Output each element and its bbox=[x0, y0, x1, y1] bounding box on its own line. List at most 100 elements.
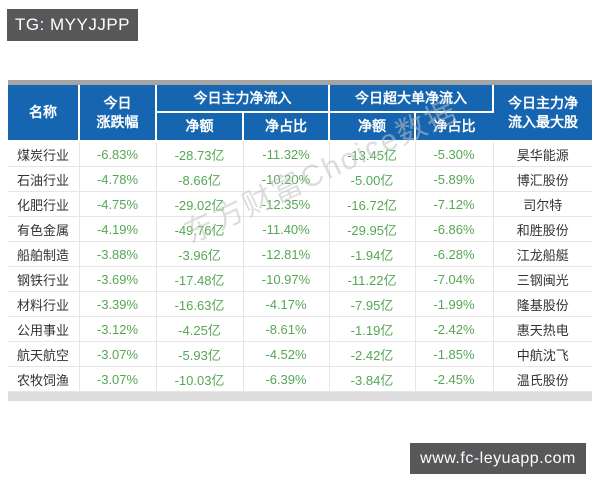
main-net-amount-cell: -49.76亿 bbox=[156, 216, 244, 242]
super-net-ratio-cell: -2.45% bbox=[415, 366, 494, 392]
main-net-ratio-cell: -12.35% bbox=[243, 191, 330, 217]
table-row[interactable]: 公用事业 -3.12% -4.25亿 -8.61% -1.19亿 -2.42% … bbox=[8, 316, 592, 342]
change-percent-cell: -4.78% bbox=[79, 166, 157, 192]
super-net-amount-cell: -16.72亿 bbox=[329, 191, 416, 217]
main-net-amount-cell: -10.03亿 bbox=[156, 366, 244, 392]
main-net-amount-cell: -5.93亿 bbox=[156, 341, 244, 367]
change-percent-cell: -3.69% bbox=[79, 266, 157, 292]
sector-name-cell: 材料行业 bbox=[8, 291, 80, 317]
super-net-amount-cell: -29.95亿 bbox=[329, 216, 416, 242]
super-net-ratio-cell: -1.85% bbox=[415, 341, 494, 367]
top-inflow-stock-cell: 隆基股份 bbox=[493, 291, 592, 317]
main-net-ratio-cell: -10.97% bbox=[243, 266, 330, 292]
main-net-ratio-cell: -8.61% bbox=[243, 316, 330, 342]
main-net-amount-cell: -29.02亿 bbox=[156, 191, 244, 217]
main-net-amount-cell: -16.63亿 bbox=[156, 291, 244, 317]
col-header-name: 名称 bbox=[8, 85, 80, 142]
col-header-top-stock-line1: 今日主力净 bbox=[508, 95, 578, 112]
main-net-ratio-cell: -11.32% bbox=[243, 141, 330, 167]
top-inflow-stock-cell: 和胜股份 bbox=[493, 216, 592, 242]
col-header-main-net-amount: 净额 bbox=[156, 112, 244, 142]
main-net-ratio-cell: -12.81% bbox=[243, 241, 330, 267]
sector-fund-flow-table: 名称 今日 涨跌幅 今日主力净流入 今日超大单净流入 今日主力净 流入最大股 净… bbox=[8, 85, 592, 392]
table-row[interactable]: 有色金属 -4.19% -49.76亿 -11.40% -29.95亿 -6.8… bbox=[8, 216, 592, 242]
super-net-amount-cell: -3.84亿 bbox=[329, 366, 416, 392]
super-net-amount-cell: -13.45亿 bbox=[329, 141, 416, 167]
top-inflow-stock-cell: 江龙船艇 bbox=[493, 241, 592, 267]
top-inflow-stock-cell: 温氏股份 bbox=[493, 366, 592, 392]
super-net-amount-cell: -11.22亿 bbox=[329, 266, 416, 292]
change-percent-cell: -3.12% bbox=[79, 316, 157, 342]
telegram-promo-badge: TG: MYYJJPP bbox=[7, 9, 138, 41]
col-header-main-net-ratio: 净占比 bbox=[243, 112, 330, 142]
top-inflow-stock-cell: 昊华能源 bbox=[493, 141, 592, 167]
change-percent-cell: -4.19% bbox=[79, 216, 157, 242]
col-header-super-net-ratio: 净占比 bbox=[415, 112, 493, 142]
table-row[interactable]: 航天航空 -3.07% -5.93亿 -4.52% -2.42亿 -1.85% … bbox=[8, 341, 592, 367]
main-net-ratio-cell: -11.40% bbox=[243, 216, 330, 242]
super-net-amount-cell: -1.94亿 bbox=[329, 241, 416, 267]
top-inflow-stock-cell: 三钢闽光 bbox=[493, 266, 592, 292]
change-percent-cell: -3.07% bbox=[79, 366, 157, 392]
table-row[interactable]: 石油行业 -4.78% -8.66亿 -10.20% -5.00亿 -5.89%… bbox=[8, 166, 592, 192]
sector-name-cell: 农牧饲渔 bbox=[8, 366, 80, 392]
table-row[interactable]: 煤炭行业 -6.83% -28.73亿 -11.32% -13.45亿 -5.3… bbox=[8, 141, 592, 167]
super-net-ratio-cell: -2.42% bbox=[415, 316, 494, 342]
super-net-ratio-cell: -6.28% bbox=[415, 241, 494, 267]
table-row[interactable]: 船舶制造 -3.88% -3.96亿 -12.81% -1.94亿 -6.28%… bbox=[8, 241, 592, 267]
col-header-change-line1: 今日 bbox=[103, 95, 132, 112]
super-net-ratio-cell: -5.89% bbox=[415, 166, 494, 192]
super-net-ratio-cell: -6.86% bbox=[415, 216, 494, 242]
sector-name-cell: 有色金属 bbox=[8, 216, 80, 242]
change-percent-cell: -4.75% bbox=[79, 191, 157, 217]
super-net-amount-cell: -2.42亿 bbox=[329, 341, 416, 367]
main-net-ratio-cell: -4.17% bbox=[243, 291, 330, 317]
top-inflow-stock-cell: 中航沈飞 bbox=[493, 341, 592, 367]
col-header-change-line2: 涨跌幅 bbox=[96, 113, 139, 130]
sector-name-cell: 煤炭行业 bbox=[8, 141, 80, 167]
sector-name-cell: 钢铁行业 bbox=[8, 266, 80, 292]
main-net-ratio-cell: -4.52% bbox=[243, 341, 330, 367]
col-header-main-inflow-group: 今日主力净流入 bbox=[156, 85, 330, 113]
col-header-top-stock: 今日主力净 流入最大股 bbox=[493, 85, 592, 142]
top-inflow-stock-cell: 博汇股份 bbox=[493, 166, 592, 192]
top-inflow-stock-cell: 惠天热电 bbox=[493, 316, 592, 342]
change-percent-cell: -6.83% bbox=[79, 141, 157, 167]
sector-name-cell: 船舶制造 bbox=[8, 241, 80, 267]
sector-name-cell: 化肥行业 bbox=[8, 191, 80, 217]
super-net-amount-cell: -5.00亿 bbox=[329, 166, 416, 192]
main-net-ratio-cell: -10.20% bbox=[243, 166, 330, 192]
main-net-ratio-cell: -6.39% bbox=[243, 366, 330, 392]
sector-name-cell: 公用事业 bbox=[8, 316, 80, 342]
main-net-amount-cell: -4.25亿 bbox=[156, 316, 244, 342]
super-net-ratio-cell: -5.30% bbox=[415, 141, 494, 167]
fund-flow-table: 名称 今日 涨跌幅 今日主力净流入 今日超大单净流入 今日主力净 流入最大股 净… bbox=[8, 80, 592, 401]
col-header-top-stock-line2: 流入最大股 bbox=[508, 113, 578, 130]
top-inflow-stock-cell: 司尔特 bbox=[493, 191, 592, 217]
super-net-ratio-cell: -7.04% bbox=[415, 266, 494, 292]
col-header-super-inflow-group: 今日超大单净流入 bbox=[329, 85, 494, 113]
main-net-amount-cell: -8.66亿 bbox=[156, 166, 244, 192]
main-net-amount-cell: -28.73亿 bbox=[156, 141, 244, 167]
change-percent-cell: -3.88% bbox=[79, 241, 157, 267]
table-header: 名称 今日 涨跌幅 今日主力净流入 今日超大单净流入 今日主力净 流入最大股 净… bbox=[8, 85, 592, 142]
main-net-amount-cell: -17.48亿 bbox=[156, 266, 244, 292]
table-row[interactable]: 化肥行业 -4.75% -29.02亿 -12.35% -16.72亿 -7.1… bbox=[8, 191, 592, 217]
table-row[interactable]: 钢铁行业 -3.69% -17.48亿 -10.97% -11.22亿 -7.0… bbox=[8, 266, 592, 292]
change-percent-cell: -3.39% bbox=[79, 291, 157, 317]
sector-name-cell: 石油行业 bbox=[8, 166, 80, 192]
col-header-super-net-amount: 净额 bbox=[329, 112, 416, 142]
table-row[interactable]: 农牧饲渔 -3.07% -10.03亿 -6.39% -3.84亿 -2.45%… bbox=[8, 366, 592, 392]
main-net-amount-cell: -3.96亿 bbox=[156, 241, 244, 267]
website-promo-badge: www.fc-leyuapp.com bbox=[410, 443, 586, 474]
change-percent-cell: -3.07% bbox=[79, 341, 157, 367]
col-header-change: 今日 涨跌幅 bbox=[79, 85, 157, 142]
super-net-ratio-cell: -7.12% bbox=[415, 191, 494, 217]
super-net-amount-cell: -1.19亿 bbox=[329, 316, 416, 342]
table-row[interactable]: 材料行业 -3.39% -16.63亿 -4.17% -7.95亿 -1.99%… bbox=[8, 291, 592, 317]
super-net-amount-cell: -7.95亿 bbox=[329, 291, 416, 317]
table-top-strip bbox=[8, 80, 592, 85]
table-body: 煤炭行业 -6.83% -28.73亿 -11.32% -13.45亿 -5.3… bbox=[8, 141, 592, 392]
sector-name-cell: 航天航空 bbox=[8, 341, 80, 367]
